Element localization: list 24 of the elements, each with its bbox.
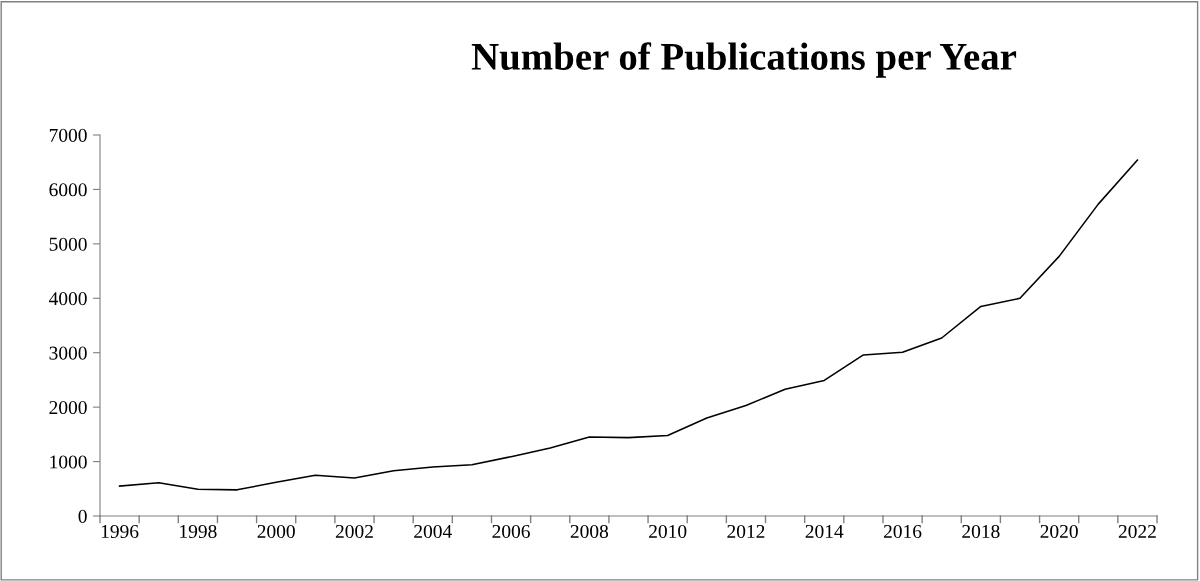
x-tick-label: 2010 xyxy=(649,524,687,539)
chart-title: Number of Publications per Year xyxy=(471,42,1017,78)
x-tick-label: 2014 xyxy=(805,524,844,539)
y-tick-label: 4000 xyxy=(48,292,87,306)
x-tick-label: 2018 xyxy=(962,524,1000,539)
line-series xyxy=(118,159,1139,491)
x-tick-label: 2012 xyxy=(727,524,765,539)
y-tick-label: 7000 xyxy=(49,128,87,142)
x-tick-label: 2000 xyxy=(257,524,295,539)
y-tick-label: 2000 xyxy=(49,400,87,415)
x-tick-label: 2016 xyxy=(883,524,922,539)
x-tick-label: 2022 xyxy=(1118,524,1156,539)
x-tick-label: 1998 xyxy=(180,524,217,539)
x-tick-label: 1996 xyxy=(101,524,139,539)
x-tick-label: 2004 xyxy=(414,524,452,539)
x-tick-label: 2002 xyxy=(335,524,373,539)
y-tick-label: 0 xyxy=(78,509,87,523)
y-tick-label: 6000 xyxy=(49,183,87,197)
y-tick-label: 5000 xyxy=(49,237,87,251)
y-tick-label: 1000 xyxy=(50,455,87,469)
x-tick-label: 2008 xyxy=(570,524,609,539)
x-tick-label: 2020 xyxy=(1040,524,1078,539)
y-tick-label: 3000 xyxy=(49,346,87,360)
x-tick-label: 2006 xyxy=(492,524,530,539)
